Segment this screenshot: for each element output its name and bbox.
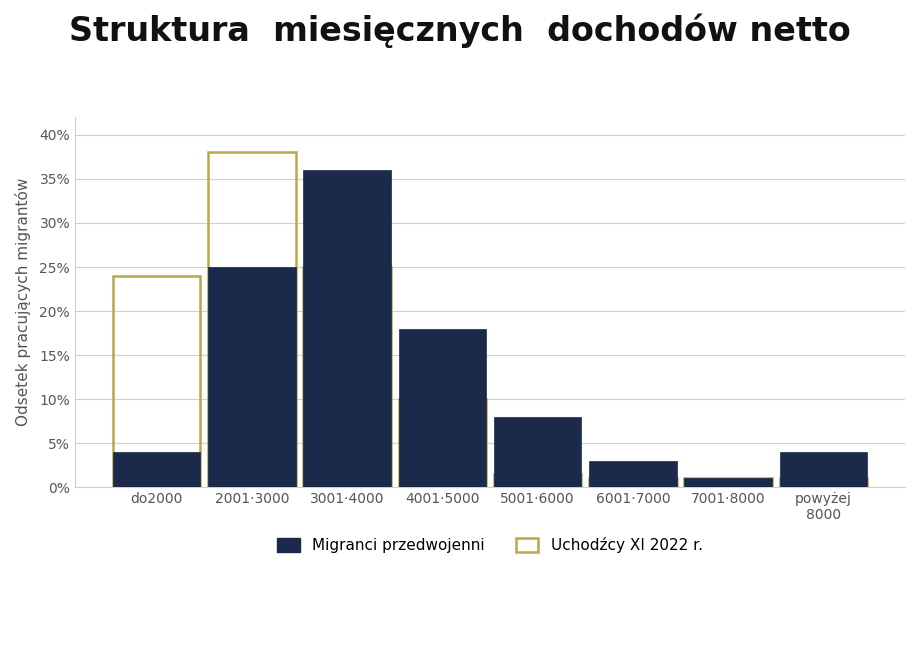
Text: Struktura  miesięcznych  dochodów netto: Struktura miesięcznych dochodów netto [69,13,850,47]
Bar [684,478,771,487]
Bar [494,474,581,487]
Bar [112,452,200,487]
Bar [588,478,676,487]
Bar [684,478,771,487]
Bar [588,461,676,487]
Bar [208,152,295,487]
Bar [303,170,391,487]
Legend: Migranci przedwojenni, Uchodźcy XI 2022 r.: Migranci przedwojenni, Uchodźcy XI 2022 … [269,530,709,561]
Bar [303,267,391,487]
Bar [208,267,295,487]
Bar [112,276,200,487]
Y-axis label: Odsetek pracujących migrantów: Odsetek pracujących migrantów [15,178,31,426]
Bar [778,478,867,487]
Bar [398,399,485,487]
Bar [778,452,867,487]
Bar [398,329,485,487]
Bar [494,416,581,487]
